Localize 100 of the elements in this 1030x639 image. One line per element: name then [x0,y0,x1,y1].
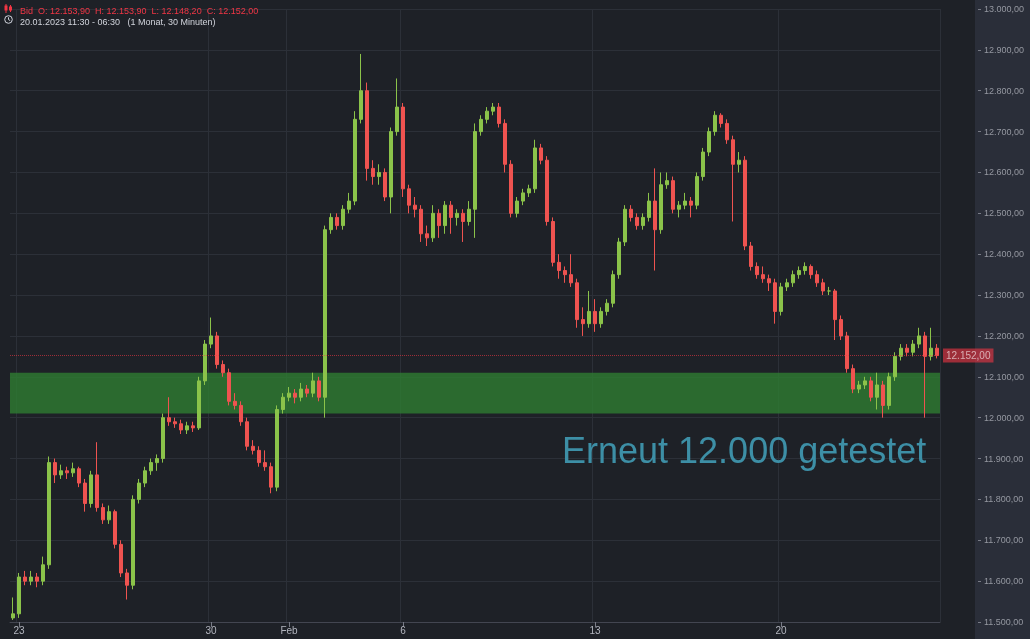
candlestick [563,265,567,284]
candlestick [77,466,81,488]
candlestick [935,343,939,359]
candlestick [191,421,195,433]
candlestick [917,327,921,349]
candlestick [275,404,279,492]
candlestick [35,572,39,588]
candlestick [929,327,933,361]
candlestick [521,188,525,206]
y-tick-label: 12.200,00 [984,330,1025,341]
candlestick [299,382,303,402]
candlestick [269,462,273,494]
y-tick-label: 12.400,00 [984,249,1025,260]
candlestick [431,204,435,243]
candlestick [665,171,669,190]
candlestick [209,317,213,349]
candlestick [923,331,927,419]
candlestick [911,339,915,357]
candlestick [641,212,645,231]
y-tick-label: 11.800,00 [984,494,1024,505]
candlestick [17,572,21,619]
candlestick [107,505,111,525]
candlestick [485,106,489,124]
candlestick [707,127,711,157]
y-tick-label: 12.600,00 [984,167,1025,178]
candlestick [569,253,573,288]
candlestick [479,114,483,137]
candlestick [59,464,63,480]
candlestick [899,343,903,361]
candlestick [731,135,735,223]
candlestick [185,421,189,435]
candlestick [53,458,57,484]
candlestick [443,200,447,235]
candlestick [329,212,333,235]
candlestick [251,439,255,455]
candlestick [437,208,441,239]
candlestick [167,396,171,427]
candlestick [653,167,657,272]
candlestick [65,466,69,480]
candlestick [119,539,123,578]
candlestick [173,417,177,429]
candlestick [371,159,375,186]
candlestick [95,441,99,513]
x-tick-label: 23 [13,624,25,636]
candlestick [407,184,411,214]
candlestick [311,372,315,398]
candlestick [623,204,627,247]
x-tick-label: 13 [589,624,601,636]
candlestick [683,192,687,210]
candlestick [821,278,825,296]
candlestick [335,212,339,231]
candlestick [179,419,183,435]
candlestick [701,147,705,182]
chart-title: Bid O: 12.153,90 H: 12.153,90 L: 12.148,20 C: 12.152,00 [20,5,259,16]
y-tick-label: 12.900,00 [984,44,1025,55]
candlestick [137,478,141,504]
candlestick [263,449,267,472]
candlestick [419,204,423,243]
x-tick-label: 30 [205,624,217,636]
candlestick [401,102,405,198]
candlestick [845,331,849,374]
candlestick [599,306,603,329]
candlestick [527,184,531,198]
text: 20.01.2023 11:30 - 06:30 (1 Monat, 30 Minuten) [20,16,216,27]
candlestick [755,261,759,280]
candlestick [497,102,501,129]
candlestick [647,192,651,223]
candlestick [611,270,615,308]
candlestick [491,102,495,116]
candlestick [797,265,801,280]
candlestick [767,274,771,292]
candlestick [323,225,327,419]
candlestick [659,171,663,235]
candlestick [389,127,393,214]
candlestick [587,290,591,329]
candlestick [125,568,129,601]
candlestick [581,306,585,337]
candlestick [395,77,399,137]
candlestick [791,270,795,288]
candlestick [713,110,717,137]
candlestick [851,364,855,394]
candlestick [101,502,105,525]
candlestick [677,200,681,218]
candlestick [605,298,609,316]
candlestick [887,372,891,410]
candlestick [131,494,135,590]
candlestick [881,380,885,419]
candlestick [689,196,693,218]
candlestick [155,453,159,472]
y-tick-label: 12.700,00 [984,126,1025,137]
candlestick [815,270,819,288]
candlestick [455,208,459,227]
candlestick [863,376,867,390]
candlestick [461,208,465,243]
candlestick [71,462,75,478]
candlestick [413,196,417,218]
candlestick [749,241,753,272]
y-tick-label: 12.300,00 [984,290,1025,301]
candlestick [203,339,207,386]
candlestick [353,110,357,206]
